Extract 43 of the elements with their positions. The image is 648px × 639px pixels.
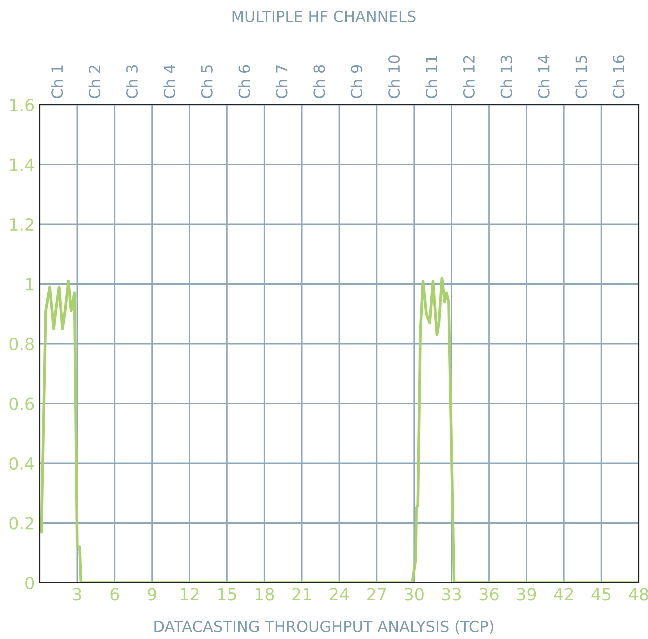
text: Ch 2 — [88, 66, 101, 98]
y-tick-label: 0.6 — [10, 398, 34, 410]
text: Ch 3 — [126, 66, 138, 98]
x-tick-label: 3 — [73, 588, 82, 601]
y-tick-label: 1.4 — [10, 158, 34, 172]
x-tick-label: 27 — [368, 588, 386, 601]
text: Ch 16 — [612, 56, 625, 98]
text: Ch 12 — [463, 56, 475, 98]
y-tick-label: 1.6 — [10, 98, 34, 112]
text: Ch 15 — [575, 56, 588, 98]
text: Ch 14 — [538, 55, 550, 98]
text: Ch 7 — [276, 66, 288, 98]
chart-title: MULTIPLE HF CHANNELS — [232, 10, 416, 22]
y-tick-label: 0 — [26, 576, 34, 590]
text: Ch 1 — [51, 66, 64, 98]
y-tick-label: 0.8 — [10, 338, 34, 351]
text: Ch 6 — [238, 65, 250, 98]
y-tick-label: 1 — [26, 278, 34, 291]
x-tick-label: 30 — [405, 588, 424, 601]
text: Ch 5 — [201, 66, 213, 98]
x-tick-label: 33 — [442, 588, 462, 601]
text: Ch 11 — [426, 56, 438, 98]
x-tick-label: 9 — [148, 588, 156, 601]
x-tick-label: 18 — [256, 588, 274, 601]
x-tick-label: 48 — [629, 588, 648, 601]
x-tick-label: 15 — [218, 588, 236, 601]
x-axis-title: DATACASTING THROUGHPUT ANALYSIS (TCP) — [154, 620, 494, 634]
x-tick-label: 6 — [110, 588, 120, 601]
text: Ch 4 — [164, 65, 176, 98]
text: Ch 8 — [313, 65, 326, 98]
x-tick-label: 36 — [480, 588, 499, 601]
text: Ch 13 — [500, 56, 512, 98]
x-tick-label: 12 — [180, 588, 199, 601]
text: Ch 10 — [388, 56, 400, 98]
x-tick-label: 39 — [517, 588, 536, 601]
x-tick-label: 21 — [292, 588, 312, 601]
x-tick-label: 24 — [330, 588, 350, 601]
text: Ch 9 — [350, 65, 363, 98]
y-tick-label: 1.2 — [10, 218, 34, 231]
y-tick-label: 0.2 — [10, 517, 34, 530]
x-tick-label: 45 — [592, 588, 611, 601]
x-tick-label: 42 — [554, 588, 574, 601]
y-tick-label: 0.4 — [10, 457, 34, 470]
